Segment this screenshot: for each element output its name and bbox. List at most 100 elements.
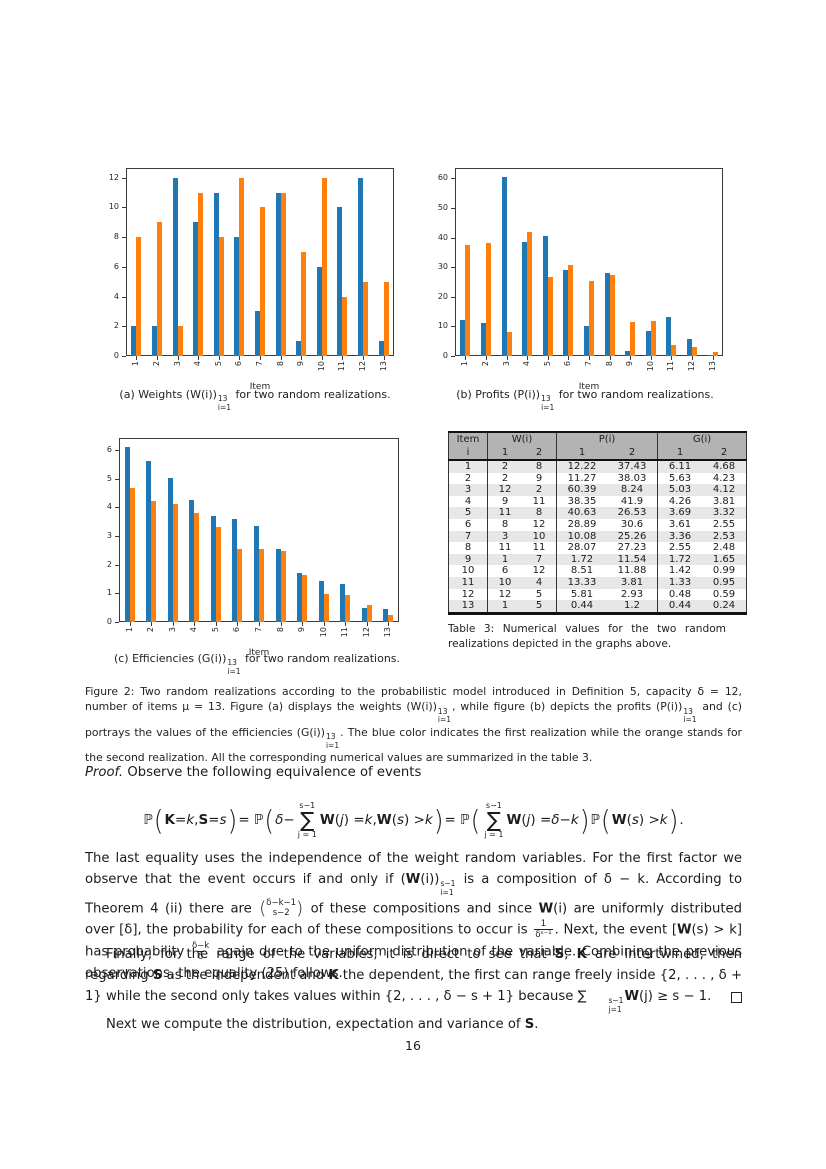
y-tick-mark — [122, 177, 126, 179]
big-paren: ) — [433, 803, 444, 837]
bold-math-symbol: W — [624, 989, 639, 1004]
y-tick-label: 6 — [113, 261, 119, 271]
bar-series2-item1 — [129, 487, 135, 622]
bar-series2-item11 — [345, 594, 351, 622]
x-tick-mark — [194, 622, 196, 626]
y-tick-label: 3 — [106, 531, 112, 541]
bar-series2-item9 — [302, 574, 308, 622]
sup-sub-stack: s−1 j=1 — [608, 996, 624, 1014]
bar-series2-item10 — [650, 320, 656, 356]
table-cell: 5 — [535, 588, 543, 600]
table-cell: 3.81 — [712, 495, 736, 507]
table-cell: 2.48 — [712, 542, 736, 554]
sup-sub-stack: 13 i=1 — [325, 732, 340, 750]
x-tick-label: 1 — [460, 361, 470, 367]
y-tick-mark — [122, 207, 126, 209]
x-tick-mark — [136, 356, 138, 360]
table-cell: 12 — [461, 588, 475, 600]
inline-fraction: δ−k δ — [191, 940, 210, 962]
table-cell: 2.93 — [620, 588, 644, 600]
x-tick-label: 4 — [193, 361, 203, 367]
x-tick-label: 4 — [189, 627, 199, 633]
table-cell: 9 — [464, 553, 472, 565]
x-tick-mark — [237, 622, 239, 626]
table-sub-header: 2 — [702, 446, 747, 460]
italic-math-symbol: Proof. — [85, 765, 124, 780]
bar-series2-item1 — [465, 245, 471, 356]
big-paren: ( — [600, 803, 611, 837]
table-cell: 27.23 — [617, 542, 647, 554]
italic-math-symbol: k — [659, 812, 668, 828]
table-cell: 12 — [487, 484, 522, 496]
bar-series2-item2 — [156, 222, 162, 356]
x-tick-label: 12 — [687, 361, 697, 372]
bar-series1-item7 — [584, 326, 589, 356]
bar-series1-item7 — [255, 311, 260, 356]
table-cell: 11 — [487, 542, 522, 554]
table-cell: 0.48 — [657, 588, 702, 601]
table-sub-header: i — [448, 446, 488, 460]
y-tick-label: 4 — [106, 502, 112, 512]
bar-series1-item6 — [234, 237, 240, 356]
y-tick-label: 2 — [106, 559, 112, 569]
x-tick-mark — [383, 356, 385, 360]
italic-math-symbol: k — [424, 812, 433, 828]
x-tick-mark — [650, 356, 652, 360]
x-tick-label: 6 — [563, 361, 573, 367]
x-tick-label: 9 — [297, 627, 307, 633]
bar-series2-item5 — [215, 526, 221, 622]
x-axis-label: Item — [248, 648, 270, 658]
table-cell: 60.39 — [556, 484, 607, 496]
x-tick-label: 3 — [167, 627, 177, 633]
x-tick-mark — [345, 622, 347, 626]
table-sub-header: 1 — [487, 446, 522, 460]
italic-math-symbol: k — [186, 812, 195, 828]
table-cell: 2.55 — [657, 542, 702, 554]
x-tick-label: 4 — [522, 361, 532, 367]
table-row: 11 10 4 13.33 3.81 1.33 0.95 — [448, 576, 747, 589]
bar-series2-item7 — [589, 281, 594, 356]
italic-math-symbol: s — [219, 812, 227, 828]
x-axis-label: Item — [578, 382, 600, 392]
table-cell: 5.63 — [657, 472, 702, 485]
figure-2-caption: Figure 2: Two random realizations accord… — [85, 685, 742, 765]
sup-sub-stack: 13 i=1 — [217, 394, 232, 412]
x-tick-label: 7 — [255, 361, 264, 367]
y-tick-label: 10 — [108, 202, 119, 212]
table-cell: 10.08 — [556, 530, 607, 543]
table-cell: 6 — [487, 565, 522, 577]
table-cell: 2.53 — [712, 530, 736, 542]
table-cell: 8 — [464, 542, 472, 554]
table-row: 13 1 5 0.44 1.2 0.44 0.24 — [448, 600, 747, 614]
bar-series1-item4 — [522, 242, 528, 356]
table-cell: 7 — [535, 553, 543, 565]
table-cell: 3.32 — [712, 507, 736, 519]
table-sub-header: 2 — [607, 446, 658, 460]
bold-math-symbol: W — [676, 922, 692, 938]
table-cell: 3.61 — [657, 518, 702, 531]
x-tick-mark — [465, 356, 467, 360]
italic-math-symbol: δ — [551, 812, 560, 828]
x-tick-mark — [589, 356, 590, 360]
x-tick-label: 1 — [131, 361, 141, 367]
bar-series1-item1 — [131, 326, 137, 356]
x-axis-label: Item — [249, 382, 271, 392]
table-group-header: Item — [448, 432, 488, 446]
table-cell: 11 — [487, 507, 522, 519]
table-cell: 13.33 — [556, 576, 607, 589]
bar-series2-item8 — [609, 275, 615, 356]
bold-math-symbol: W — [405, 872, 421, 887]
table-cell: 12 — [532, 565, 546, 577]
sup-sub-stack: 13 i=1 — [437, 706, 452, 725]
big-paren: ) — [579, 803, 590, 837]
summation-symbol: s−1 ∑ j = 1 — [297, 801, 317, 839]
y-tick-mark — [115, 622, 119, 623]
bar-series2-item12 — [692, 347, 698, 356]
x-tick-label: 8 — [275, 361, 285, 367]
table-group-header: G(i) — [657, 432, 747, 446]
table-cell: 4 — [464, 495, 472, 507]
table-sub-header: 1 — [556, 446, 607, 460]
bar-series1-item9 — [296, 341, 302, 356]
bar-series1-item6 — [232, 518, 238, 622]
x-tick-label: 5 — [213, 361, 223, 367]
